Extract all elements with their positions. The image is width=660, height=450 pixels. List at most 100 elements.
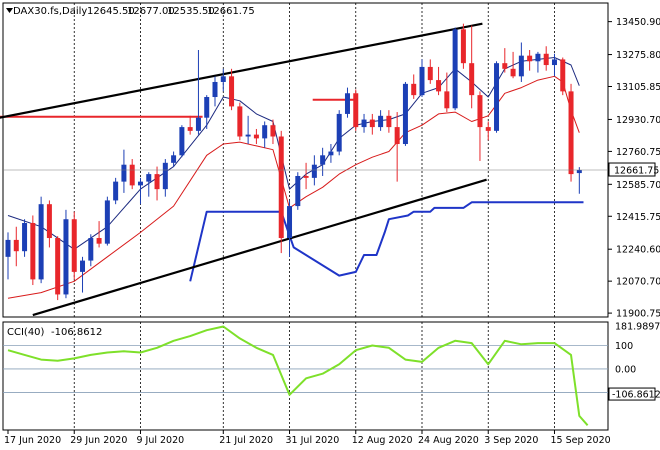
candle [245, 115, 251, 145]
candle-body [71, 219, 77, 272]
cci-value-marker [608, 387, 656, 401]
price-tick-label: 12585.70 [616, 180, 660, 191]
candle [129, 159, 135, 190]
candle-body [436, 80, 442, 92]
candle [212, 76, 218, 107]
candle [38, 196, 44, 284]
candle [419, 59, 425, 98]
cci-panel-border [2, 321, 609, 431]
candle-body [336, 113, 342, 152]
candle [543, 46, 549, 71]
candle-body [30, 222, 36, 280]
price-tick-label: 13275.80 [616, 50, 660, 61]
candle [427, 59, 433, 84]
candle [510, 51, 516, 79]
time-tick-label: 21 Jul 2020 [219, 435, 273, 446]
candle [195, 50, 201, 135]
candle [162, 159, 168, 197]
candle [452, 27, 458, 111]
axis-labels: 13450.90 13275.80 13105.85 12930.70 12760.75… [3, 17, 660, 446]
price-tick-label: 12760.75 [616, 147, 660, 158]
candle [551, 53, 557, 77]
candle [576, 167, 582, 194]
price-tick-label: 12070.70 [616, 277, 660, 288]
price-tick-label: 13105.85 [616, 82, 660, 93]
candle [22, 219, 28, 257]
candle [436, 66, 442, 96]
price-tick-label: 12240.60 [616, 245, 660, 256]
candle-body [171, 155, 177, 163]
time-tick-label: 29 Jun 2020 [70, 435, 127, 446]
main-panel-border [2, 2, 609, 318]
candle [80, 256, 86, 293]
time-tick-label: 15 Sep 2020 [550, 435, 610, 446]
candle [369, 113, 375, 135]
candle-body [320, 155, 326, 165]
candle-body [535, 53, 541, 62]
price-tick-label: 12415.75 [616, 212, 660, 223]
candle-body [137, 181, 143, 186]
candle [361, 113, 367, 133]
candle [311, 155, 317, 186]
chart-frame [2, 2, 609, 431]
candle-body [518, 55, 524, 77]
candle [477, 91, 483, 161]
candle-body [162, 162, 168, 190]
price-tick-label: 13450.90 [616, 17, 660, 28]
candle-body [63, 219, 69, 295]
candle [295, 172, 301, 210]
candle-body [303, 175, 309, 178]
moving-average-blue [7, 57, 580, 250]
candle [71, 211, 77, 280]
channel-upper-line [0, 22, 483, 119]
candle-body [427, 66, 433, 81]
candle [469, 25, 475, 109]
candle [560, 57, 566, 96]
candle [353, 89, 359, 131]
cci-marker-label: -106.8612 [612, 390, 660, 401]
candle [204, 95, 210, 129]
candle-body [22, 222, 28, 252]
candle-body [485, 127, 491, 131]
candle [5, 232, 11, 280]
candle-body [154, 174, 160, 190]
candle-body [386, 115, 392, 128]
candle [237, 102, 243, 141]
candle-body [270, 125, 276, 137]
candle [460, 23, 466, 69]
candle-body [5, 239, 11, 257]
candle [344, 87, 350, 118]
candle-body [262, 125, 268, 139]
candle [303, 162, 309, 190]
candle-body [510, 68, 516, 77]
candle-body [295, 175, 301, 207]
candle [30, 215, 36, 286]
candle [278, 130, 284, 254]
candle-body [195, 117, 201, 131]
moving-average-red [7, 75, 580, 299]
candle-body [129, 164, 135, 186]
candle-body [121, 164, 127, 182]
candle [113, 177, 119, 205]
candle [320, 147, 326, 176]
candle [146, 172, 152, 197]
candle [63, 209, 69, 299]
candle-body [551, 59, 557, 66]
cci-tick-label: 100 [615, 341, 633, 352]
header-close: 12661.75 [207, 6, 255, 17]
candle-body [179, 127, 185, 156]
grid-lines [73, 3, 555, 430]
candle-body [237, 106, 243, 137]
candle [535, 51, 541, 73]
candle-body [527, 55, 533, 62]
candle-body [38, 204, 44, 280]
candle-body [402, 83, 408, 145]
cci-name: CCI(40) [7, 327, 45, 338]
current-price-label: 12661.75 [614, 166, 659, 177]
candle-body [287, 206, 293, 239]
candle-body [502, 63, 508, 69]
candle [527, 50, 533, 71]
header-open: 12645.50 [87, 6, 135, 17]
candle-body [13, 239, 19, 252]
